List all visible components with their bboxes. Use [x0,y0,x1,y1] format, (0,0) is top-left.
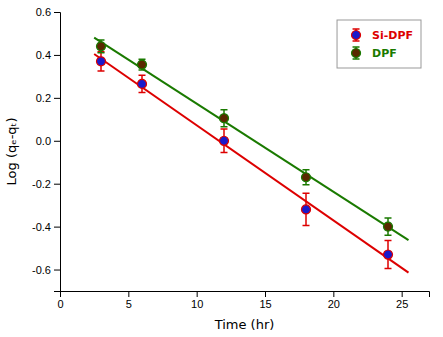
x-axis-title: Time (hr) [214,317,275,332]
tick-mark [54,270,60,271]
tick: 0.4 [36,49,60,61]
point [96,57,105,66]
tick-label: 0.4 [36,49,51,61]
point [137,79,146,88]
tick-mark [54,184,60,185]
legend: Si-DPF DPF [337,20,421,68]
tick-mark [54,55,60,56]
tick-label: -0.2 [32,178,51,190]
point [137,60,146,69]
tick: 0.6 [36,6,60,18]
legend-marker [352,30,361,39]
point [219,114,228,123]
point [383,250,392,259]
tick-label: -0.4 [32,221,51,233]
tick: 25 [396,291,408,310]
tick-mark [265,291,266,297]
point [301,205,310,214]
plot-area [94,38,408,273]
tick-label: 0.2 [36,92,51,104]
tick-mark [197,291,198,297]
tick: 15 [259,291,271,310]
legend-marker [352,48,361,57]
legend-label: Si-DPF [372,29,413,42]
tick: 10 [191,291,203,310]
tick: 20 [328,291,340,310]
tick: -0.4 [32,221,60,233]
tick: 5 [126,291,132,310]
tick-label: 20 [328,298,340,310]
tick: -0.6 [32,264,60,276]
fit-line [94,54,408,273]
tick-label: 0 [57,298,63,310]
tick-mark [402,291,403,297]
legend-box [337,20,421,68]
y-axis-title: Log (qₑ-qₜ) [4,118,19,186]
tick-label: 25 [396,298,408,310]
tick-mark [128,291,129,297]
tick-label: 10 [191,298,203,310]
point [383,222,392,231]
y-axis: -0.6 -0.4 -0.2 0.0 0.2 0.4 0.6 [32,6,60,291]
tick: 0 [57,291,63,310]
x-axis: 0 5 10 15 20 25 [57,291,429,310]
tick: 0.2 [36,92,60,104]
y-axis-line [54,13,61,292]
point [301,173,310,182]
tick: 0.0 [36,135,60,147]
point [96,42,105,51]
tick-label: 0.0 [36,135,51,147]
tick-mark [54,141,60,142]
x-axis-line [61,292,430,298]
tick: -0.2 [32,178,60,190]
tick-mark [333,291,334,297]
tick-mark [54,227,60,228]
tick-label: 15 [259,298,271,310]
tick-label: -0.6 [32,264,51,276]
chart: 0 5 10 15 20 25 -0.6 -0.4 -0.2 0.0 0.2 0.4 0.6 Time (… [0,0,443,337]
tick-mark [54,12,60,13]
tick-label: 5 [126,298,132,310]
point [219,136,228,145]
legend-label: DPF [372,47,397,60]
tick-mark [54,98,60,99]
tick-label: 0.6 [36,6,51,18]
